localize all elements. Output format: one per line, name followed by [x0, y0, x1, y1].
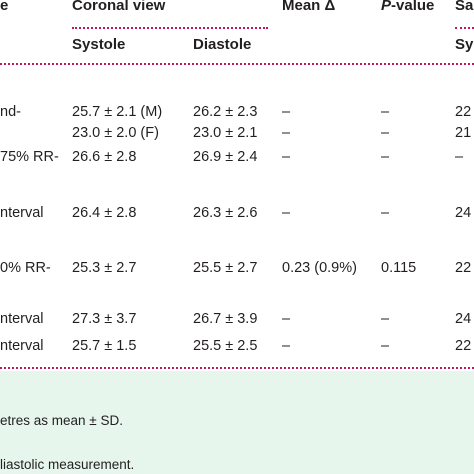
diastole-value: 26.9 ± 2.4 [193, 149, 258, 165]
row-label: nterval [0, 338, 44, 354]
mean-delta-value: – [282, 104, 291, 120]
footnote-line-2: liastolic measurement. [0, 457, 135, 472]
header-sagittal: Sa [455, 0, 474, 14]
header-bottom-rule [0, 63, 474, 65]
diastole-value: 26.2 ± 2.3 [193, 104, 258, 120]
footnote-line-1: etres as mean ± SD. [0, 413, 123, 428]
footnote-panel: etres as mean ± SD. liastolic measuremen… [0, 371, 474, 474]
systole-value: 23.0 ± 2.0 (F) [72, 125, 159, 141]
header-col0: e [0, 0, 9, 14]
p-value: – [381, 311, 390, 327]
table-bottom-rule [0, 367, 474, 369]
header-p-italic: P [381, 0, 392, 14]
sagittal-value: 24 [455, 205, 472, 221]
diastole-value: 25.5 ± 2.5 [193, 338, 258, 354]
sagittal-value: 22 [455, 260, 472, 276]
header-sagittal-systole: Sy [455, 36, 474, 53]
systole-value: 27.3 ± 3.7 [72, 311, 137, 327]
mean-delta-value: – [282, 311, 291, 327]
diastole-value: 26.3 ± 2.6 [193, 205, 258, 221]
header-p-value: P-value [381, 0, 434, 14]
header-group-rule [72, 27, 268, 29]
header-p-rest: -value [391, 0, 435, 14]
sagittal-value: 22 [455, 338, 472, 354]
systole-value: 25.7 ± 1.5 [72, 338, 137, 354]
sagittal-value: 22 [455, 104, 472, 120]
header-systole: Systole [72, 36, 126, 53]
diastole-value: 23.0 ± 2.1 [193, 125, 258, 141]
row-label: nterval [0, 311, 44, 327]
row-label: nterval [0, 205, 44, 221]
mean-delta-value: – [282, 205, 291, 221]
header-mean-delta: Mean Δ [282, 0, 336, 14]
header-diastole: Diastole [193, 36, 252, 53]
header-group-rule-right [455, 27, 474, 29]
p-value: 0.115 [381, 260, 417, 276]
systole-value: 25.3 ± 2.7 [72, 260, 137, 276]
p-value: – [381, 104, 390, 120]
systole-value: 26.4 ± 2.8 [72, 205, 137, 221]
systole-value: 25.7 ± 2.1 (M) [72, 104, 163, 120]
mean-delta-value: – [282, 338, 291, 354]
sagittal-value: 24 [455, 311, 472, 327]
diastole-value: 26.7 ± 3.9 [193, 311, 258, 327]
row-label: nd- [0, 104, 21, 120]
header-coronal-view: Coronal view [72, 0, 166, 14]
p-value: – [381, 149, 390, 165]
systole-value: 26.6 ± 2.8 [72, 149, 137, 165]
mean-delta-value: 0.23 (0.9%) [282, 260, 357, 276]
row-label: 0% RR- [0, 260, 51, 276]
mean-delta-value: – [282, 149, 291, 165]
p-value: – [381, 125, 390, 141]
row-label: 75% RR- [0, 149, 59, 165]
sagittal-value: – [455, 149, 464, 165]
mean-delta-value: – [282, 125, 291, 141]
p-value: – [381, 205, 390, 221]
p-value: – [381, 338, 390, 354]
sagittal-value: 21 [455, 125, 472, 141]
diastole-value: 25.5 ± 2.7 [193, 260, 258, 276]
